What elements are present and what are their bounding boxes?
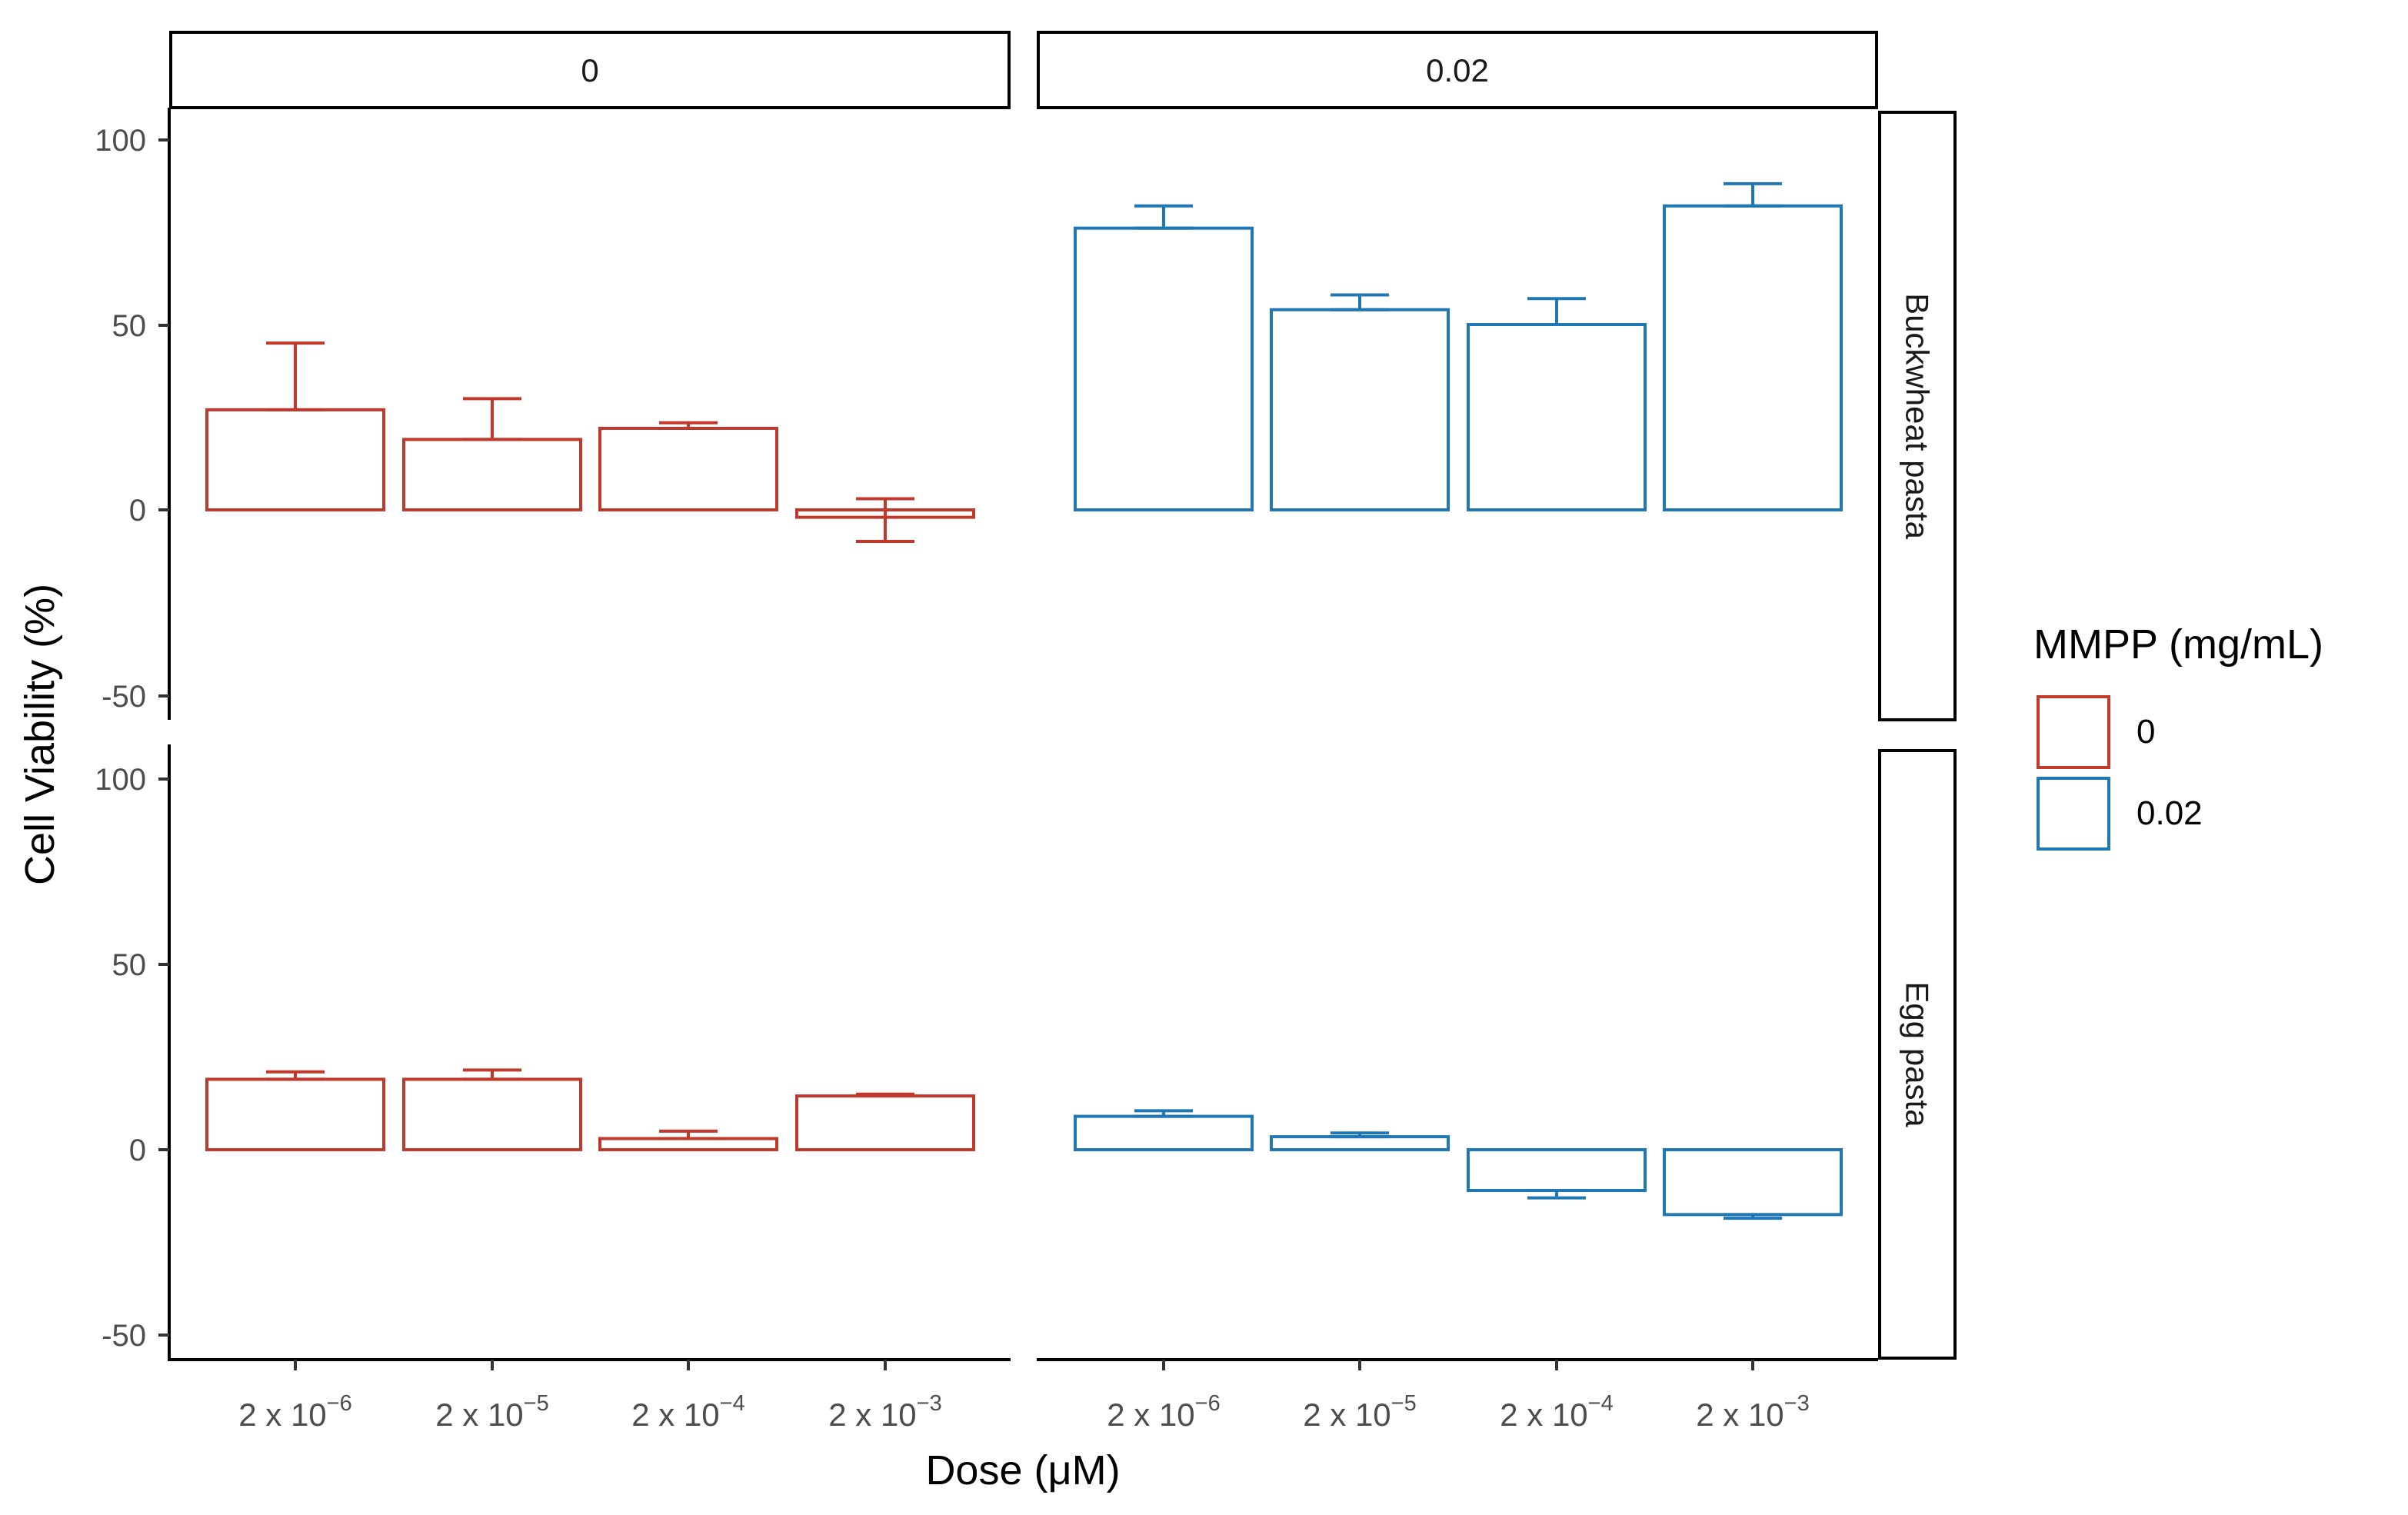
bar <box>205 1077 385 1152</box>
bar <box>1663 204 1843 511</box>
error-bar <box>266 341 325 411</box>
error-bar <box>1724 181 1782 208</box>
bar <box>598 1137 778 1152</box>
bar <box>402 438 582 511</box>
x-tick-label-right-0: 2 x 10−6 <box>1107 1391 1221 1433</box>
y-tick-label-top-2: 50 <box>112 309 147 343</box>
bar <box>1467 323 1647 511</box>
error-bar <box>856 497 914 543</box>
bar <box>1270 1135 1450 1152</box>
x-axis-title: Dose (μM) <box>925 1447 1120 1493</box>
y-tick-marks <box>158 138 169 1337</box>
facet-strip-row-0-label: Buckwheat pasta <box>1900 293 1936 540</box>
y-tick-label-bottom-3: 100 <box>95 763 146 797</box>
y-tick-label-top-0: -50 <box>102 680 146 714</box>
error-bar <box>1134 204 1193 230</box>
legend-label-1: 0.02 <box>2137 794 2203 832</box>
bar <box>1074 1114 1254 1151</box>
y-tick-label-bottom-1: 0 <box>129 1134 146 1167</box>
facet-strip-row-0 <box>1878 111 1957 721</box>
y-tick-label-top-3: 100 <box>95 124 146 158</box>
bar <box>1074 226 1254 511</box>
bar <box>402 1077 582 1152</box>
y-tick-label-bottom-2: 50 <box>112 948 147 982</box>
bar <box>598 426 778 512</box>
x-tick-label-right-2: 2 x 10−4 <box>1500 1391 1614 1433</box>
x-tick-marks <box>294 1360 1754 1370</box>
error-bar <box>1527 297 1586 326</box>
facet-strip-col-1-label: 0.02 <box>1426 52 1489 88</box>
bar <box>1663 1148 1843 1217</box>
error-bar <box>1331 293 1389 311</box>
bar <box>1270 308 1450 511</box>
y-tick-label-bottom-0: -50 <box>102 1319 146 1353</box>
x-tick-label-left-3: 2 x 10−3 <box>828 1391 942 1433</box>
error-bar <box>463 397 521 441</box>
legend-title: MMPP (mg/mL) <box>2033 621 2323 668</box>
bar <box>205 408 385 511</box>
x-tick-label-left-1: 2 x 10−5 <box>435 1391 549 1433</box>
legend-label-0: 0 <box>2137 713 2155 751</box>
x-tick-label-left-2: 2 x 10−4 <box>631 1391 745 1433</box>
legend-key-0 <box>2037 695 2110 769</box>
facet-strip-col-1 <box>1037 31 1878 109</box>
legend-key-1 <box>2037 777 2110 851</box>
x-tick-label-left-0: 2 x 10−6 <box>238 1391 352 1433</box>
x-tick-label-right-1: 2 x 10−5 <box>1303 1391 1417 1433</box>
bar <box>1467 1148 1647 1193</box>
facet-strip-row-1-label: Egg pasta <box>1900 981 1936 1127</box>
y-tick-label-top-1: 0 <box>129 494 146 528</box>
bar <box>795 508 975 519</box>
bar-marks <box>205 181 1843 1220</box>
facet-strip-row-1 <box>1878 749 1957 1360</box>
x-tick-label-right-3: 2 x 10−3 <box>1696 1391 1810 1433</box>
facet-strip-col-0-label: 0 <box>581 52 598 88</box>
facet-strip-col-0 <box>169 31 1011 109</box>
y-axis-title: Cell Viability (%) <box>17 584 63 885</box>
bar <box>795 1094 975 1151</box>
